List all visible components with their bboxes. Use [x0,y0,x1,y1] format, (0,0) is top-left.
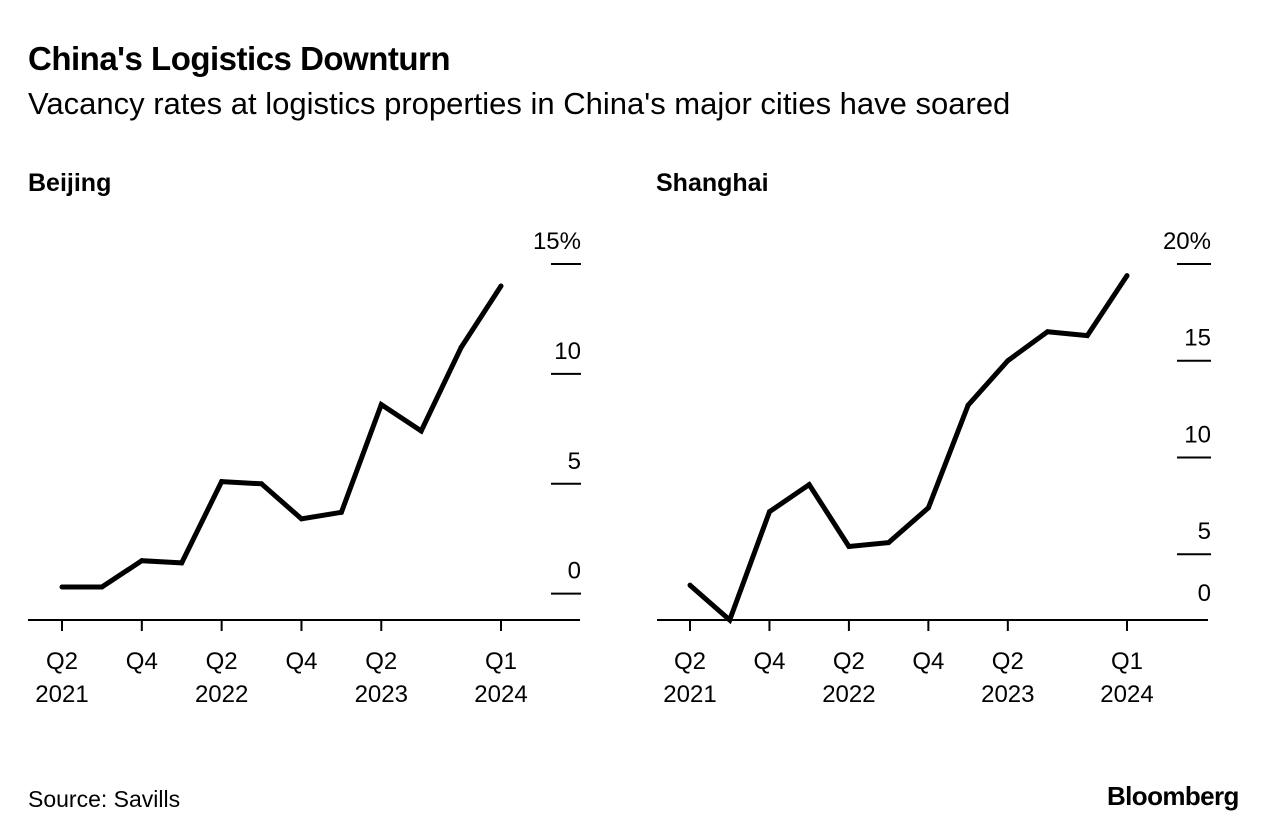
data-point [99,584,105,590]
beijing-vacancy-line [62,284,504,590]
x-tick-label-quarter: Q1 [1111,648,1143,675]
data-point [727,617,733,623]
data-point [139,558,145,564]
y-tick-label: 0 [568,558,581,585]
x-tick-label-year: 2023 [981,681,1034,708]
x-tick-label-year: 2023 [355,681,408,708]
data-point [687,582,693,588]
data-point [965,402,971,408]
y-tick-label: 0 [1198,580,1211,607]
x-tick-label-year: 2024 [1100,681,1153,708]
x-tick-label-quarter: Q4 [285,648,317,675]
x-tick-label-year: 2021 [35,681,88,708]
data-point [338,509,344,515]
y-tick-label: 15% [533,228,581,255]
data-point [418,428,424,434]
data-point [219,479,225,485]
data-point [298,516,304,522]
data-point [259,481,265,487]
data-point [766,509,772,515]
chart-title: China's Logistics Downturn [28,40,451,77]
data-point [498,283,504,289]
data-point [1084,333,1090,339]
y-tick-label: 15 [1184,325,1211,352]
data-point [925,505,931,511]
x-tick-label-quarter: Q2 [365,648,397,675]
x-tick-label-quarter: Q1 [485,648,517,675]
x-tick-label-quarter: Q2 [674,648,706,675]
source-note: Source: Savills [28,786,181,812]
y-tick-label: 5 [1198,518,1211,545]
data-point [1045,329,1051,335]
y-tick-label: 10 [554,338,581,365]
y-tick-label: 5 [568,448,581,475]
x-tick-label-quarter: Q4 [753,648,785,675]
x-tick-label-quarter: Q2 [992,648,1024,675]
data-point [1124,273,1130,279]
bloomberg-logo: Bloomberg [1107,781,1239,811]
x-tick-label-quarter: Q2 [46,648,78,675]
data-point [886,540,892,546]
shanghai-chart: 5 10 15 20% 0 Q2 2021 Q4 Q2 2022 Q4 Q2 2023 Q1 2024 [657,228,1211,708]
x-tick-label-quarter: Q4 [126,648,158,675]
data-point [458,345,464,351]
x-tick-label-year: 2022 [195,681,248,708]
chart-subtitle: Vacancy rates at logistics properties in… [28,86,1011,121]
x-tick-label-year: 2024 [474,681,527,708]
x-tick-label-quarter: Q2 [206,648,238,675]
beijing-panel-title: Beijing [28,169,112,197]
shanghai-panel-title: Shanghai [656,169,769,197]
data-point [59,584,65,590]
x-tick-label-year: 2021 [663,681,716,708]
data-point [179,560,185,566]
data-point [806,482,812,488]
data-point [378,402,384,408]
x-tick-label-quarter: Q4 [912,648,944,675]
beijing-chart: 0 5 10 15% Q2 2021 Q4 Q2 2022 Q4 Q2 2023 Q1 2024 [28,228,581,708]
data-point [1005,358,1011,364]
y-tick-label: 20% [1163,228,1211,255]
y-tick-label: 10 [1184,421,1211,448]
data-point [846,543,852,549]
x-tick-label-quarter: Q2 [833,648,865,675]
shanghai-vacancy-line [688,274,1130,625]
x-tick-label-year: 2022 [822,681,875,708]
